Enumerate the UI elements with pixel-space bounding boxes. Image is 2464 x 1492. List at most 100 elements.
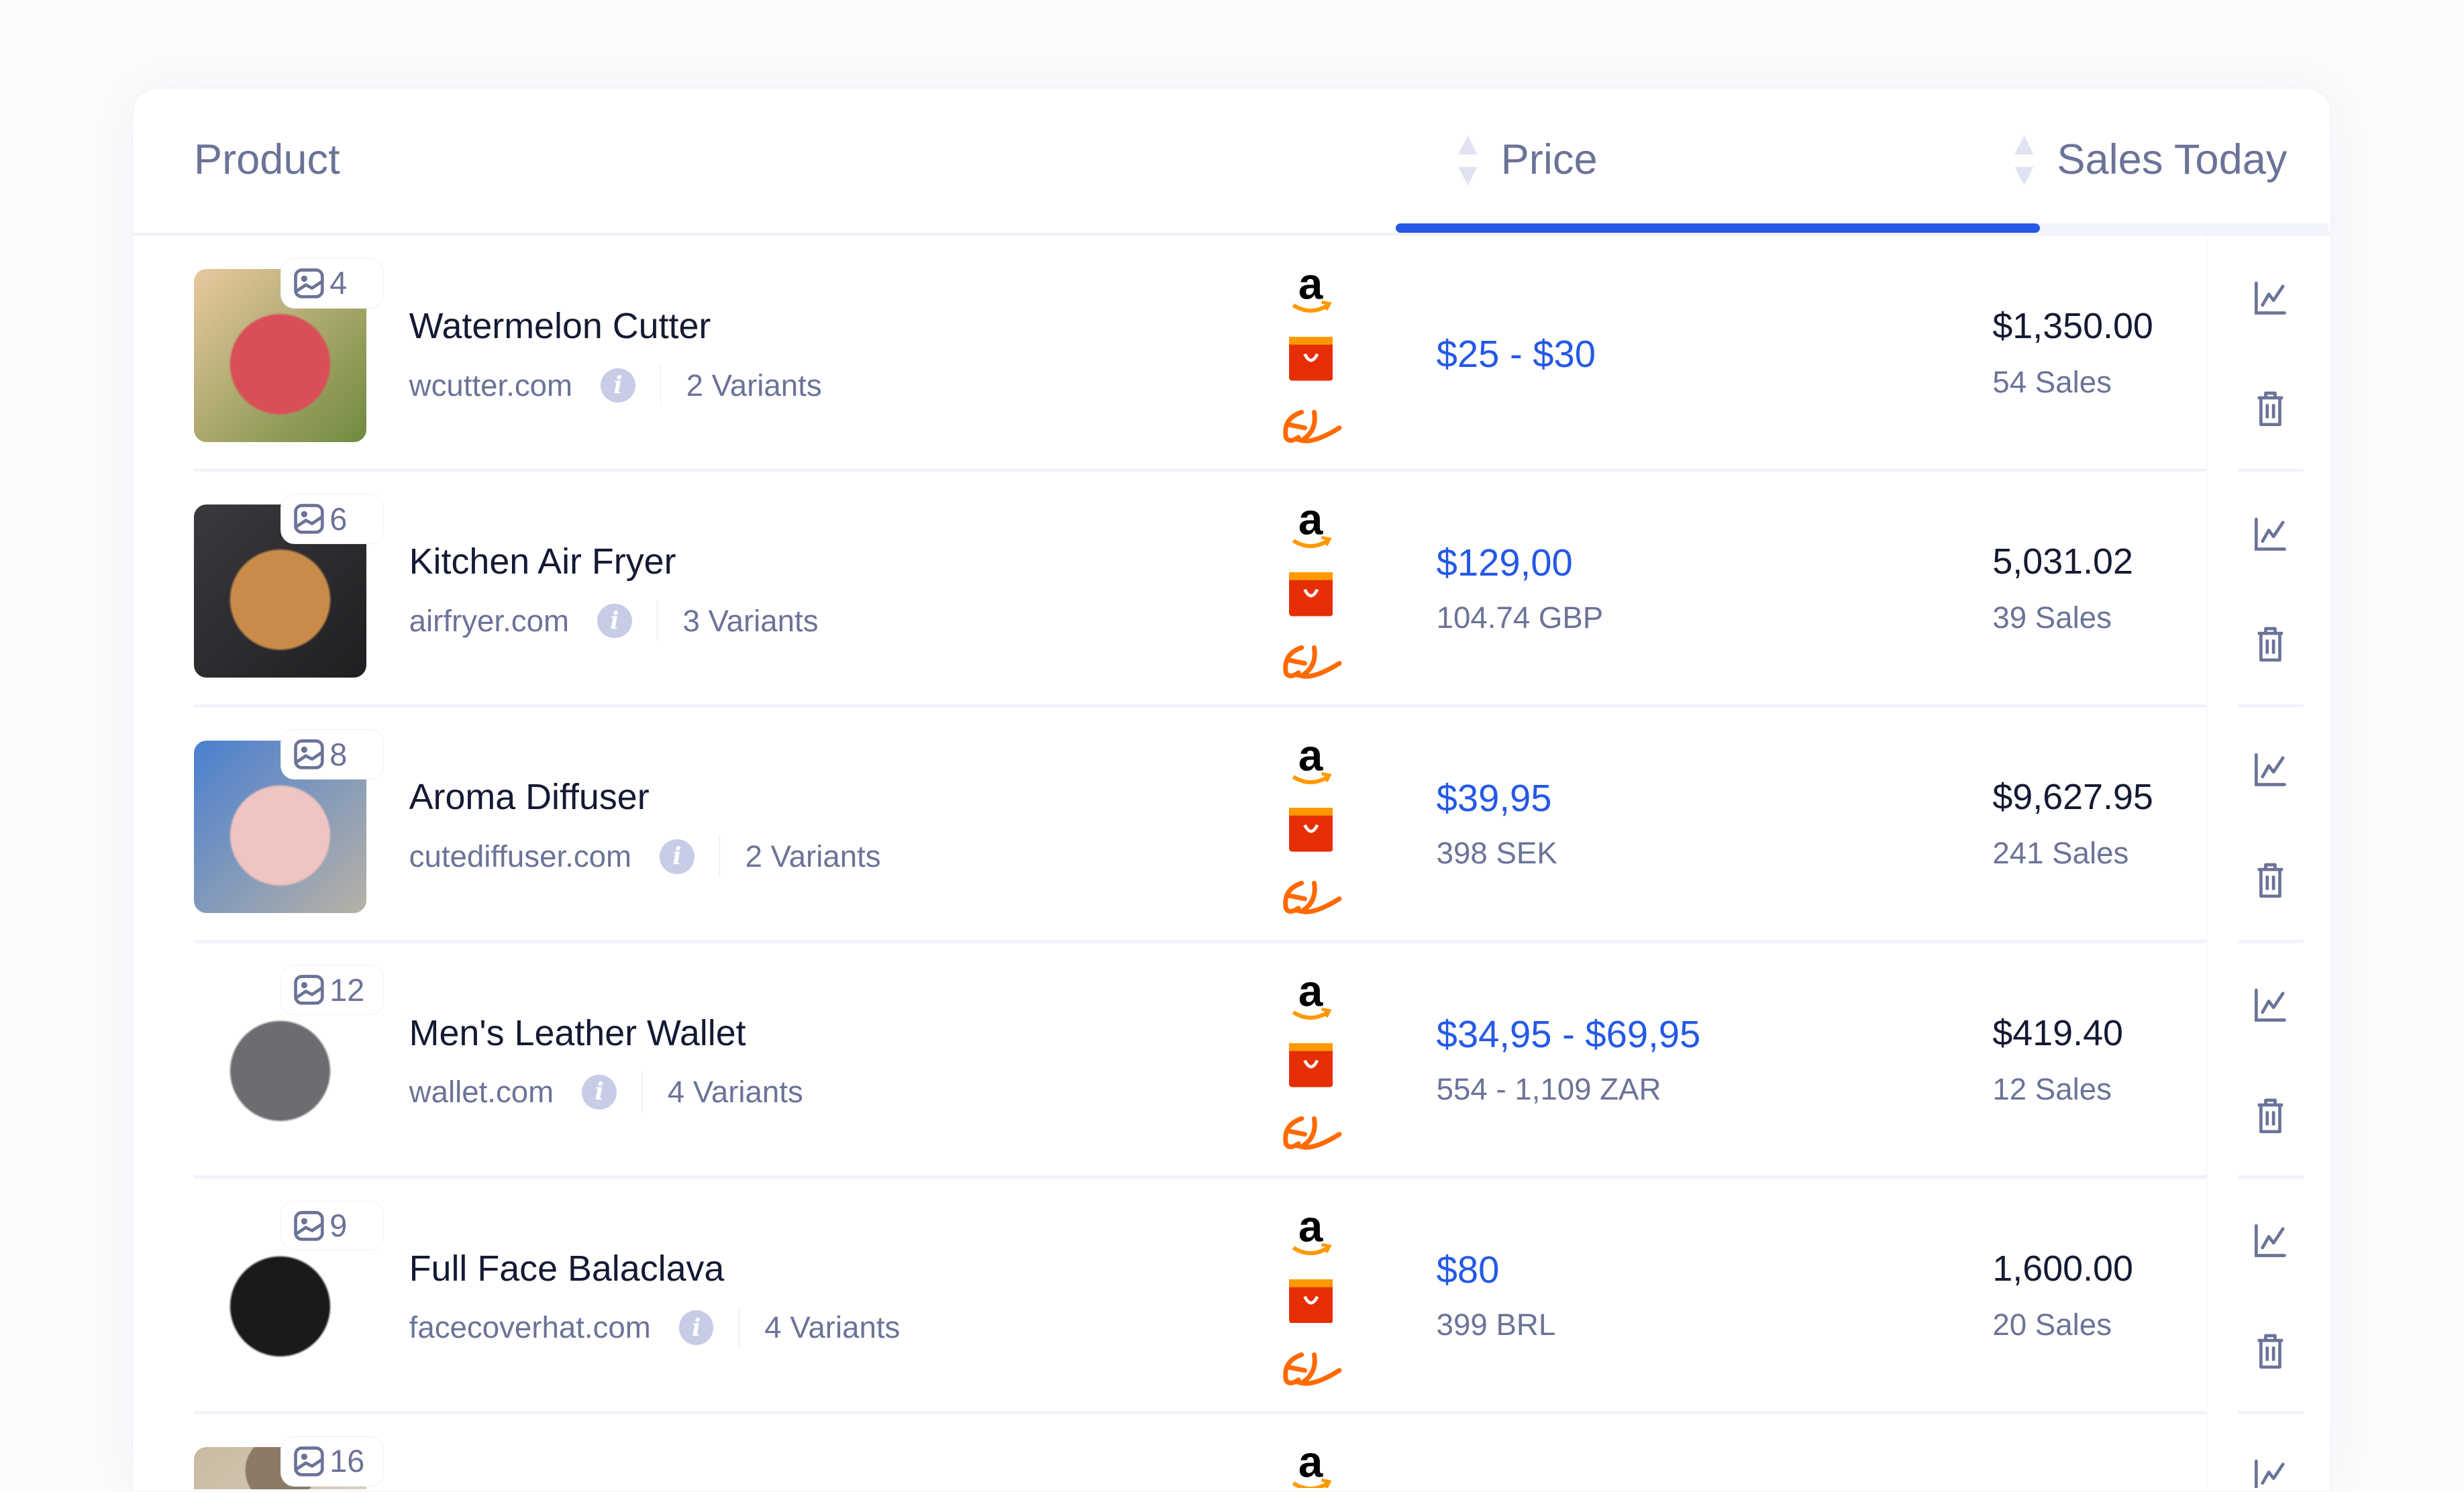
image-count-badge[interactable]: 9 (280, 1200, 384, 1251)
products-table: Product Price Sales Today 4 Watermelon C… (132, 88, 2332, 1491)
table-row[interactable]: 12 Men's Leather Wallet wallet.com i 4 V… (133, 943, 2329, 1179)
product-domain[interactable]: airfryer.com (409, 603, 569, 638)
sales-count: 12 Sales (1992, 1071, 2112, 1106)
sales-count: 20 Sales (1992, 1307, 2112, 1342)
trash-icon[interactable] (2250, 624, 2291, 665)
price: $34,95 - $69,95 (1436, 1012, 1701, 1055)
image-count: 6 (329, 501, 348, 537)
product-name[interactable]: Full Face Balaclava (409, 1248, 725, 1289)
row-divider (2237, 1411, 2304, 1414)
alibaba-icon[interactable] (1276, 406, 1345, 447)
product-name[interactable]: Watermelon Cutter (409, 306, 711, 347)
row-divider (193, 1175, 2206, 1179)
chart-icon[interactable] (2250, 750, 2291, 791)
chart-icon[interactable] (2250, 985, 2291, 1026)
amazon-icon[interactable]: a (1276, 1442, 1345, 1488)
product-domain[interactable]: wallet.com (409, 1074, 554, 1109)
product-name[interactable]: Aroma Diffuser (409, 777, 650, 818)
sales-amount: 5,031.02 (1992, 541, 2133, 582)
info-icon[interactable]: i (582, 1075, 617, 1110)
sales-count: 241 Sales (1992, 836, 2129, 871)
trash-icon[interactable] (2250, 1331, 2291, 1372)
column-header-sales-today[interactable]: Sales Today (2057, 136, 2288, 184)
price: $25 - $30 (1436, 332, 1596, 375)
image-icon (294, 739, 325, 769)
info-icon[interactable]: i (660, 839, 695, 874)
product-name[interactable]: Kitchen Air Fryer (409, 541, 676, 582)
meta-separator (641, 1071, 643, 1113)
meta-separator (660, 365, 662, 406)
meta-separator (657, 600, 658, 642)
amazon-icon[interactable]: a (1276, 500, 1345, 553)
variant-count[interactable]: 3 Variants (682, 603, 819, 638)
trash-icon[interactable] (2250, 860, 2291, 901)
column-header-price[interactable]: Price (1500, 136, 1598, 184)
alibaba-icon[interactable] (1276, 1112, 1345, 1153)
alibaba-icon[interactable] (1276, 641, 1345, 682)
aliexpress-icon[interactable] (1276, 1279, 1345, 1324)
product-name[interactable]: Men's Leather Wallet (409, 1012, 746, 1053)
aliexpress-icon[interactable] (1276, 336, 1345, 381)
chart-icon[interactable] (2250, 278, 2291, 319)
image-count-badge[interactable]: 12 (280, 965, 384, 1016)
alibaba-icon[interactable] (1276, 1348, 1345, 1389)
row-divider (2237, 468, 2304, 472)
amazon-icon[interactable]: a (1276, 1207, 1345, 1261)
table-row[interactable]: 9 Full Face Balaclava facecoverhat.com i… (133, 1179, 2329, 1414)
price-local: 554 - 1,109 ZAR (1436, 1071, 1661, 1106)
sort-icon[interactable] (1457, 136, 1479, 186)
chart-icon[interactable] (2250, 515, 2291, 555)
product-domain[interactable]: wcutter.com (409, 368, 573, 403)
meta-separator (719, 836, 721, 877)
image-count: 12 (329, 972, 365, 1008)
variant-count[interactable]: 2 Variants (745, 839, 881, 873)
sales-amount: 1,600.00 (1992, 1248, 2133, 1289)
table-row[interactable]: 6 Kitchen Air Fryer airfryer.com i 3 Var… (133, 472, 2329, 708)
column-header-product: Product (193, 136, 340, 184)
image-count-badge[interactable]: 4 (280, 258, 384, 309)
info-icon[interactable]: i (678, 1310, 714, 1345)
price: $129,00 (1436, 541, 1573, 584)
sales-amount: $1,350.00 (1992, 306, 2153, 347)
active-tab-indicator (1395, 223, 2040, 233)
amazon-icon[interactable]: a (1276, 736, 1345, 790)
variant-count[interactable]: 4 Variants (667, 1074, 803, 1109)
variant-count[interactable]: 4 Variants (764, 1310, 901, 1345)
image-count: 8 (329, 737, 348, 772)
info-icon[interactable]: i (601, 368, 635, 403)
svg-text:a: a (1298, 500, 1323, 544)
product-domain[interactable]: cutediffuser.com (409, 839, 632, 873)
info-icon[interactable]: i (597, 603, 632, 639)
row-divider (193, 468, 2206, 472)
aliexpress-icon[interactable] (1276, 808, 1345, 852)
image-count-badge[interactable]: 16 (280, 1436, 384, 1487)
table-row[interactable]: 16 i a (133, 1414, 2329, 1490)
image-count-badge[interactable]: 8 (280, 729, 384, 780)
aliexpress-icon[interactable] (1276, 572, 1345, 617)
image-count: 4 (329, 266, 348, 301)
amazon-icon[interactable]: a (1276, 264, 1345, 318)
image-count-badge[interactable]: 6 (280, 494, 384, 544)
trash-icon[interactable] (2250, 388, 2291, 429)
amazon-icon[interactable]: a (1276, 971, 1345, 1025)
alibaba-icon[interactable] (1276, 877, 1345, 918)
trash-icon[interactable] (2250, 1096, 2291, 1136)
table-row[interactable]: 8 Aroma Diffuser cutediffuser.com i 2 Va… (133, 707, 2329, 943)
sort-icon[interactable] (2013, 136, 2035, 186)
chart-icon[interactable] (2250, 1456, 2291, 1488)
row-divider (193, 939, 2206, 943)
chart-icon[interactable] (2250, 1221, 2291, 1262)
svg-text:a: a (1298, 971, 1323, 1016)
svg-text:a: a (1298, 264, 1323, 309)
variant-count[interactable]: 2 Variants (686, 368, 822, 403)
table-header: Product Price Sales Today (132, 89, 2331, 236)
table-row[interactable]: 4 Watermelon Cutter wcutter.com i 2 Vari… (133, 236, 2329, 472)
image-icon (294, 268, 325, 299)
image-count: 16 (329, 1444, 365, 1479)
actions-column-divider (2206, 236, 2207, 1490)
row-divider (2237, 939, 2304, 943)
product-domain[interactable]: facecoverhat.com (409, 1310, 651, 1345)
sales-count: 54 Sales (1992, 365, 2112, 400)
price-local: 104.74 GBP (1436, 600, 1604, 635)
aliexpress-icon[interactable] (1276, 1043, 1345, 1087)
